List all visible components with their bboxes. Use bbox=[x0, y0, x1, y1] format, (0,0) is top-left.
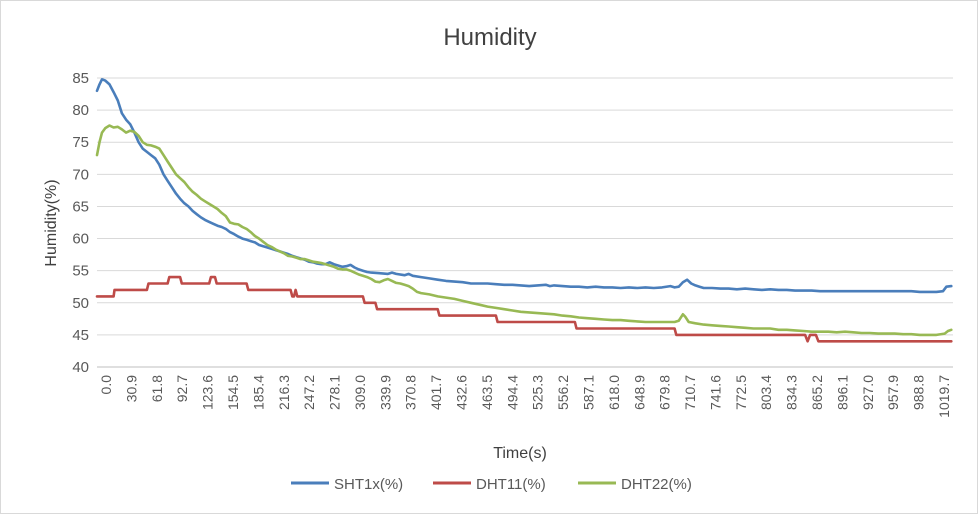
x-tick-label: 309.0 bbox=[352, 375, 368, 410]
x-axis-ticks: 0.0 30.9 61.8 92.7 123.6 154.5 185.4 216.3 247.2… bbox=[98, 375, 952, 418]
series-line-2 bbox=[95, 124, 953, 337]
legend: SHT1x(%) DHT11(%) DHT22(%) bbox=[291, 476, 692, 493]
legend-label-1: DHT11(%) bbox=[476, 476, 546, 493]
x-tick-label: 494.4 bbox=[504, 375, 520, 410]
y-tick-label: 80 bbox=[72, 102, 89, 119]
x-tick-label: 741.6 bbox=[707, 375, 723, 410]
gridlines bbox=[97, 77, 953, 336]
x-tick-label: 0.0 bbox=[98, 375, 114, 395]
x-tick-label: 988.8 bbox=[911, 375, 927, 410]
y-tick-label: 45 bbox=[72, 327, 89, 344]
x-tick-label: 865.2 bbox=[809, 375, 825, 410]
x-tick-label: 896.1 bbox=[834, 375, 850, 410]
x-tick-label: 92.7 bbox=[174, 375, 190, 402]
x-tick-label: 370.8 bbox=[403, 375, 419, 410]
chart-title: Humidity bbox=[443, 24, 536, 51]
y-tick-label: 75 bbox=[72, 134, 89, 151]
x-tick-label: 710.7 bbox=[682, 375, 698, 410]
y-tick-label: 65 bbox=[72, 198, 89, 215]
y-tick-label: 70 bbox=[72, 166, 89, 183]
x-tick-label: 61.8 bbox=[149, 375, 165, 402]
y-tick-label: 60 bbox=[72, 231, 89, 248]
x-tick-label: 803.4 bbox=[758, 375, 774, 410]
x-tick-label: 30.9 bbox=[123, 375, 139, 402]
x-tick-label: 772.5 bbox=[733, 375, 749, 410]
y-axis-title: Humidity(%) bbox=[43, 179, 60, 266]
series-line-0 bbox=[95, 78, 953, 294]
x-tick-label: 1019.7 bbox=[936, 375, 952, 418]
y-tick-label: 40 bbox=[72, 359, 89, 376]
x-tick-label: 216.3 bbox=[276, 375, 292, 410]
x-tick-label: 648.9 bbox=[631, 375, 647, 410]
y-tick-label: 85 bbox=[72, 70, 89, 87]
x-tick-label: 401.7 bbox=[428, 375, 444, 410]
y-axis-ticks: 40 45 50 55 60 65 70 75 80 85 bbox=[72, 70, 89, 376]
series-group bbox=[95, 78, 953, 343]
x-tick-label: 587.1 bbox=[580, 375, 596, 410]
x-tick-label: 154.5 bbox=[225, 375, 241, 410]
x-tick-label: 957.9 bbox=[885, 375, 901, 410]
x-tick-label: 247.2 bbox=[301, 375, 317, 410]
x-tick-label: 185.4 bbox=[250, 375, 266, 410]
x-axis-title: Time(s) bbox=[493, 445, 547, 462]
legend-label-2: DHT22(%) bbox=[621, 476, 692, 493]
x-tick-label: 834.3 bbox=[784, 375, 800, 410]
x-tick-label: 339.9 bbox=[377, 375, 393, 410]
legend-label-0: SHT1x(%) bbox=[334, 476, 403, 493]
x-tick-label: 556.2 bbox=[555, 375, 571, 410]
x-tick-label: 278.1 bbox=[327, 375, 343, 410]
x-tick-label: 463.5 bbox=[479, 375, 495, 410]
y-tick-label: 50 bbox=[72, 295, 89, 312]
x-tick-label: 432.6 bbox=[454, 375, 470, 410]
x-tick-label: 618.0 bbox=[606, 375, 622, 410]
y-tick-label: 55 bbox=[72, 263, 89, 280]
x-tick-label: 123.6 bbox=[200, 375, 216, 410]
x-tick-label: 525.3 bbox=[530, 375, 546, 410]
x-tick-label: 679.8 bbox=[657, 375, 673, 410]
x-tick-label: 927.0 bbox=[860, 375, 876, 410]
series-line-1 bbox=[95, 275, 953, 343]
